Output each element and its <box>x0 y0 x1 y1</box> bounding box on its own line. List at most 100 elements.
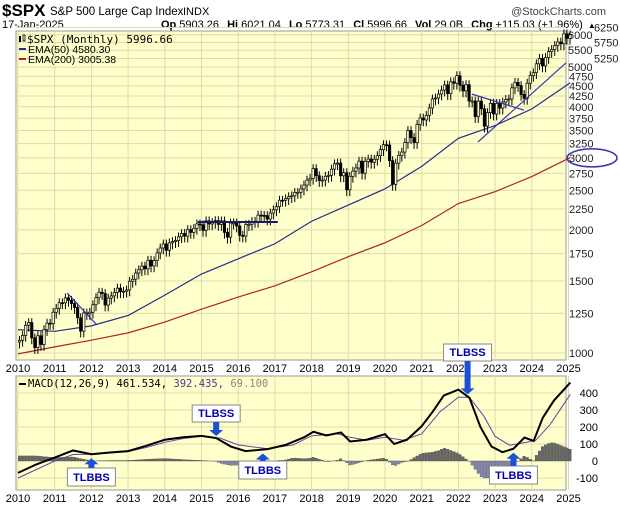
histogram-bar <box>153 459 156 461</box>
candle <box>287 197 289 199</box>
histogram-bar <box>544 445 547 461</box>
candle <box>474 101 476 117</box>
candle <box>498 103 500 108</box>
candle <box>532 73 534 76</box>
histogram-bar <box>401 461 404 462</box>
macd-tick-label: 400 <box>580 388 598 400</box>
candle <box>398 155 400 163</box>
candle <box>560 42 562 44</box>
histogram-bar <box>159 459 162 461</box>
candle <box>370 159 372 162</box>
candle <box>272 210 274 213</box>
histogram-bar <box>297 458 300 461</box>
histogram-bar <box>27 456 30 461</box>
histogram-bar <box>462 457 465 461</box>
histogram-bar <box>547 444 550 461</box>
candle <box>49 323 51 324</box>
candle <box>361 161 363 173</box>
candle <box>95 298 97 305</box>
price-tick-label: 1500 <box>569 276 593 288</box>
histogram-bar <box>156 459 159 461</box>
candle <box>92 305 94 312</box>
annotation-label: TLBBS <box>495 470 532 482</box>
candle <box>104 293 106 305</box>
histogram-bar <box>110 460 113 461</box>
candle <box>70 300 72 303</box>
candle <box>245 225 247 236</box>
candle <box>43 330 45 345</box>
histogram-bar <box>385 459 388 461</box>
histogram-bar <box>471 461 474 465</box>
candle <box>153 261 155 266</box>
candle <box>190 230 192 233</box>
annotation-label: TLBSS <box>198 408 234 420</box>
histogram-bar <box>138 460 141 461</box>
histogram-bar <box>376 459 379 461</box>
histogram-bar <box>226 461 229 465</box>
candle <box>232 223 234 224</box>
candle <box>165 244 167 250</box>
close-value: 5996.66 <box>367 19 407 31</box>
price-tick-label: 1250 <box>569 308 593 320</box>
year-label: 2017 <box>263 363 287 375</box>
candle <box>131 279 133 281</box>
candle <box>61 303 63 304</box>
macd-tick-label: 100 <box>580 439 598 451</box>
histogram-bar <box>410 459 413 461</box>
candle <box>135 273 137 279</box>
histogram-bar <box>361 461 364 462</box>
histogram-bar <box>486 461 489 478</box>
candle <box>401 152 403 155</box>
candle <box>349 176 351 189</box>
histogram-bar <box>128 460 131 461</box>
histogram-bar <box>116 460 119 461</box>
histogram-bar <box>434 451 437 461</box>
histogram-bar <box>541 447 544 461</box>
candle <box>122 291 124 292</box>
candle <box>239 226 241 235</box>
candle <box>40 336 42 345</box>
ema200-swatch <box>19 58 26 60</box>
candle <box>300 189 302 192</box>
histogram-bar <box>131 460 134 461</box>
histogram-bar <box>446 449 449 461</box>
candle <box>404 143 406 153</box>
candle <box>168 243 170 250</box>
histogram-bar <box>388 461 391 462</box>
candle <box>569 35 571 38</box>
histogram-bar <box>556 444 559 461</box>
price-axis: 1000125015001750200022502500275030003250… <box>568 23 618 360</box>
candle <box>343 173 345 176</box>
macd-swatch <box>19 383 26 385</box>
histogram-bar <box>321 460 324 461</box>
histogram-bar <box>287 459 290 461</box>
candle <box>162 244 164 248</box>
candle <box>526 83 528 98</box>
svg-text:MACD(12,26,9) 461.534, 3: MACD(12,26,9) 461.534, 392.435, 69.100 <box>28 378 268 390</box>
histogram-bar <box>370 460 373 461</box>
legend-signal: 392.435, <box>173 378 224 390</box>
histogram-bar <box>79 459 82 461</box>
candle <box>471 101 473 102</box>
histogram-bar <box>397 461 400 464</box>
low-value: 5773.31 <box>305 19 345 31</box>
histogram-bar <box>529 459 532 461</box>
candle <box>330 169 332 175</box>
histogram-bar <box>437 451 440 461</box>
candle <box>364 161 366 173</box>
candle <box>563 34 565 44</box>
histogram-bar <box>553 443 556 461</box>
year-label: 2022 <box>446 493 470 505</box>
histogram-bar <box>232 461 235 465</box>
candle <box>425 115 427 120</box>
candle <box>281 200 283 201</box>
histogram-bar <box>352 461 355 464</box>
candle <box>557 42 559 46</box>
price-tick-label: 5250 <box>594 53 618 65</box>
histogram-bar <box>569 449 572 461</box>
price-tick-label: 2250 <box>569 204 593 216</box>
candle <box>199 224 201 225</box>
candle <box>18 340 20 342</box>
